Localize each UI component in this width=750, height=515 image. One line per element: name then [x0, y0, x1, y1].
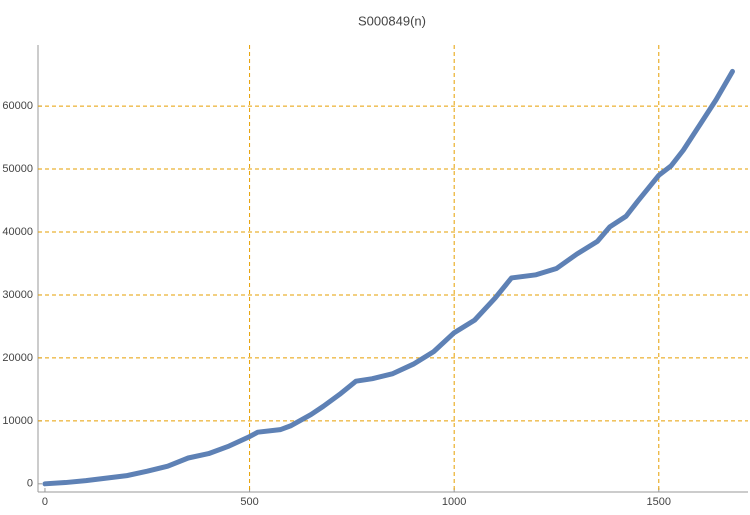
y-tick-label: 40000 — [2, 226, 33, 238]
x-tick-label: 500 — [240, 496, 258, 508]
y-tick-label: 20000 — [2, 352, 33, 364]
y-tick-label: 10000 — [2, 415, 33, 427]
x-tick-label: 1000 — [442, 496, 466, 508]
y-tick-label: 50000 — [2, 163, 33, 175]
chart-title: S000849(n) — [358, 13, 426, 28]
data-line — [42, 68, 735, 487]
y-tick-label: 60000 — [2, 100, 33, 112]
y-tick-label: 0 — [27, 478, 33, 490]
x-tick-label: 1500 — [647, 496, 671, 508]
x-tick-label: 0 — [42, 496, 48, 508]
y-tick-label: 30000 — [2, 289, 33, 301]
